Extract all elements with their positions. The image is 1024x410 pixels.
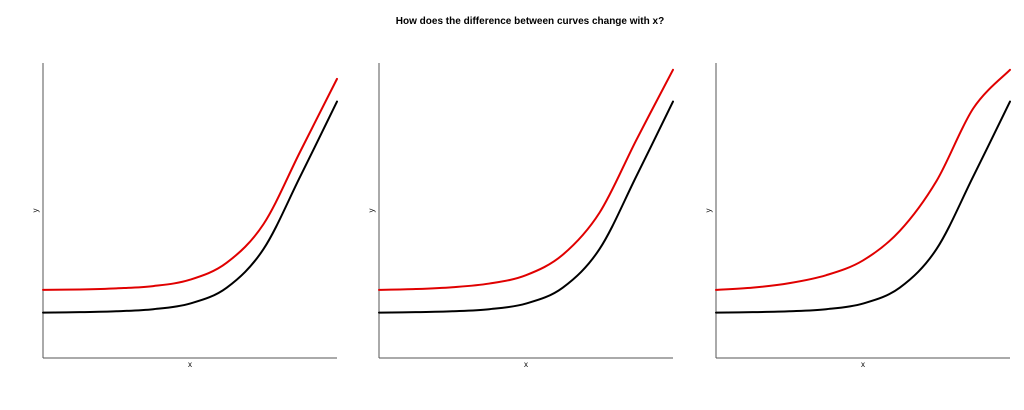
chart-title: How does the difference between curves c… [396,16,664,27]
y-axis-label: y [704,209,713,213]
panel-3: xy [704,63,1011,369]
y-axis-label: y [31,209,40,213]
shifted-curve [378,68,674,291]
x-axis-label: x [188,360,192,369]
panel-1: xy [31,63,338,369]
shifted-curve [715,68,1011,291]
shifted-curve [42,77,338,291]
baseline-curve [715,100,1011,314]
x-axis-label: x [861,360,865,369]
baseline-curve [378,100,674,314]
baseline-curve [42,100,338,314]
panel-2: xy [367,63,674,369]
y-axis-label: y [367,209,376,213]
x-axis-label: x [524,360,528,369]
